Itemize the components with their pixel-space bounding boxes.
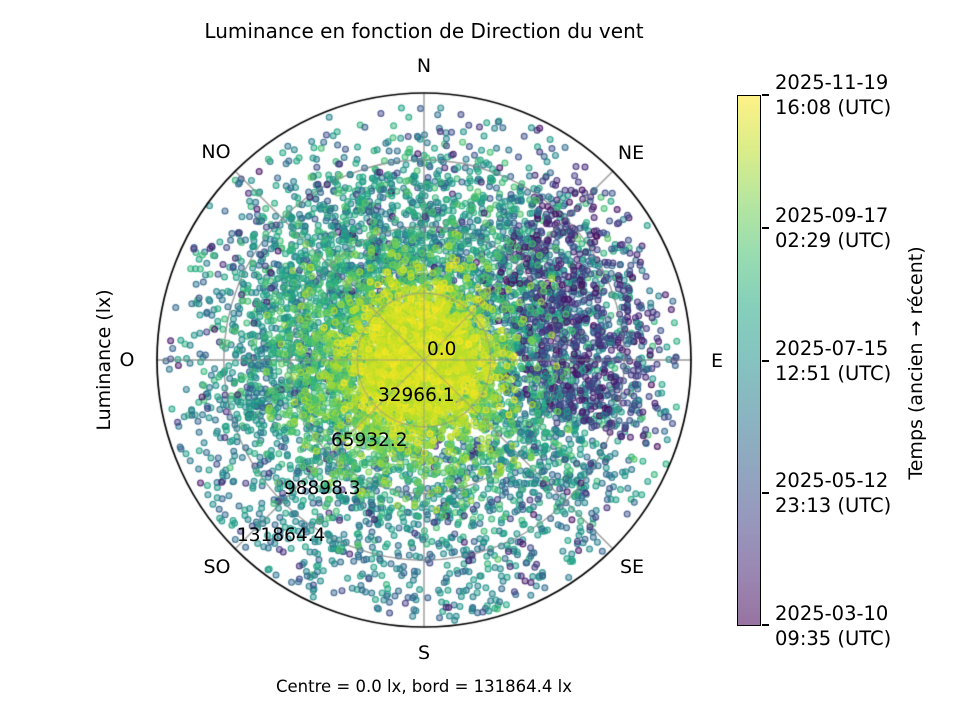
colorbar-tick-label-0: 2025-11-19 16:08 (UTC) [775,70,891,120]
colorbar-tick [762,360,769,362]
colorbar-tick-label-4: 2025-03-10 09:35 (UTC) [775,601,891,651]
colorbar-tick-time: 12:51 (UTC) [775,362,892,385]
figure-caption: Centre = 0.0 lx, bord = 131864.4 lx [276,677,572,696]
colorbar-tick [762,492,769,494]
colorbar-tick [762,227,769,229]
colorbar-tick-time: 09:35 (UTC) [775,627,892,650]
colorbar-tick-label-1: 2025-09-17 02:29 (UTC) [775,203,891,253]
colorbar-axis-label: Temps (ancien → récent) [905,246,927,480]
compass-label-e: E [710,350,724,372]
radial-tick-label-3: 98898.3 [284,478,361,499]
compass-label-no: NO [201,141,231,163]
compass-label-so: SO [203,556,231,578]
colorbar-tick-time: 23:13 (UTC) [775,494,892,517]
compass-label-s: S [417,642,431,664]
colorbar [737,95,761,626]
compass-label-n: N [416,55,432,77]
colorbar-tick-date: 2025-11-19 [775,71,889,94]
colorbar-tick [762,94,769,96]
radial-tick-label-4: 131864.4 [237,525,326,546]
compass-label-ne: NE [617,142,645,164]
radial-tick-label-0: 0.0 [427,339,457,360]
colorbar-tick-time: 02:29 (UTC) [775,229,892,252]
colorbar-tick [762,624,769,626]
colorbar-tick-date: 2025-05-12 [775,469,889,492]
radial-tick-label-1: 32966.1 [378,385,455,406]
colorbar-tick-label-2: 2025-07-15 12:51 (UTC) [775,336,891,386]
chart-title: Luminance en fonction de Direction du ve… [204,19,644,43]
y-axis-label: Luminance (lx) [93,289,115,431]
radial-tick-label-2: 65932.2 [331,430,408,451]
colorbar-tick-date: 2025-03-10 [775,602,889,625]
compass-label-o: O [119,349,135,371]
colorbar-tick-date: 2025-07-15 [775,337,889,360]
compass-label-se: SE [619,556,645,578]
colorbar-tick-label-3: 2025-05-12 23:13 (UTC) [775,468,891,518]
colorbar-tick-time: 16:08 (UTC) [775,96,892,119]
colorbar-tick-date: 2025-09-17 [775,204,889,227]
